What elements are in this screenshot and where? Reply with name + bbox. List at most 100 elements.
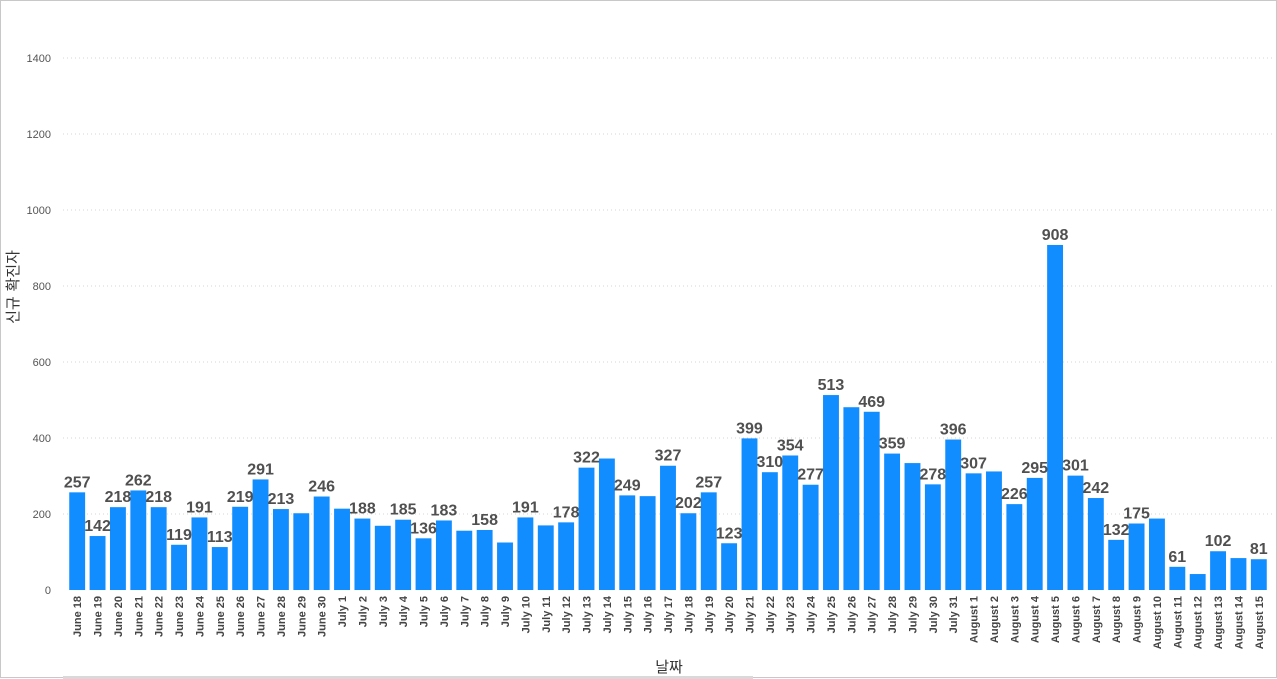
bar[interactable] (252, 479, 269, 590)
bar[interactable] (1067, 475, 1084, 590)
bar[interactable] (924, 484, 941, 590)
x-tick-label: July 31 (948, 596, 960, 633)
bar[interactable] (782, 455, 799, 590)
bar[interactable] (1250, 559, 1267, 590)
x-tick-label: July 28 (887, 596, 899, 633)
bar[interactable] (1210, 551, 1227, 590)
data-label: 257 (64, 474, 91, 491)
x-tick-label: August 11 (1172, 596, 1184, 649)
bar[interactable] (191, 517, 208, 590)
data-label: 295 (1021, 460, 1048, 477)
bar[interactable] (1006, 504, 1023, 590)
data-label: 219 (227, 489, 254, 506)
bar[interactable] (171, 544, 187, 590)
data-label: 396 (940, 422, 967, 439)
data-label: 359 (879, 436, 906, 453)
bar[interactable] (1169, 566, 1186, 590)
bar[interactable] (1108, 539, 1125, 590)
x-tick-label: July 21 (744, 596, 756, 633)
bar[interactable] (863, 411, 880, 590)
bars (69, 244, 1267, 591)
y-tick-label: 600 (33, 357, 51, 369)
bar[interactable] (639, 496, 656, 590)
data-label: 327 (655, 448, 682, 465)
x-tick-label: August 10 (1152, 596, 1164, 649)
bar[interactable] (313, 496, 330, 590)
data-label: 136 (410, 520, 437, 537)
bar[interactable] (700, 492, 717, 590)
y-axis-title: 신규 확진자 (4, 250, 22, 324)
bar[interactable] (109, 507, 126, 590)
x-tick-label: June 19 (93, 596, 105, 637)
bar[interactable] (598, 458, 615, 590)
bar[interactable] (354, 518, 371, 590)
bar[interactable] (89, 536, 106, 590)
data-label: 469 (858, 394, 885, 411)
bar[interactable] (374, 525, 391, 590)
bar[interactable] (1047, 244, 1064, 590)
bar[interactable] (721, 543, 738, 590)
x-tick-label: July 13 (582, 596, 594, 633)
bar[interactable] (843, 407, 860, 590)
x-tick-label: July 7 (459, 596, 471, 627)
x-tick-label: June 24 (194, 595, 206, 637)
bar[interactable] (965, 473, 982, 590)
bar[interactable] (660, 465, 676, 590)
bar[interactable] (415, 538, 432, 590)
bar[interactable] (986, 471, 1002, 590)
bar[interactable] (395, 519, 412, 590)
bar[interactable] (578, 467, 595, 590)
x-tick-label: June 25 (215, 596, 227, 637)
y-tick-label: 0 (45, 585, 51, 597)
x-tick-label: August 15 (1254, 596, 1266, 649)
bar[interactable] (1189, 574, 1206, 590)
bar[interactable] (476, 529, 493, 590)
bar[interactable] (945, 439, 962, 590)
x-tick-label: June 21 (133, 596, 145, 637)
bar[interactable] (741, 438, 758, 590)
bar[interactable] (904, 463, 921, 590)
bar[interactable] (537, 525, 554, 590)
data-label: 191 (512, 499, 539, 516)
bar[interactable] (334, 508, 350, 590)
bar[interactable] (1230, 558, 1247, 590)
data-label: 908 (1042, 227, 1069, 244)
bar[interactable] (150, 507, 167, 590)
x-tick-label: August 7 (1091, 596, 1103, 643)
bar[interactable] (232, 506, 249, 590)
x-tick-label: June 30 (317, 596, 329, 637)
bar[interactable] (1149, 518, 1165, 590)
x-tick-label: July 15 (622, 596, 634, 633)
bar[interactable] (497, 542, 513, 591)
bar[interactable] (558, 522, 575, 590)
bar[interactable] (680, 513, 697, 590)
x-tick-label: July 22 (765, 596, 777, 633)
y-tick-label: 1400 (27, 53, 51, 65)
bar[interactable] (761, 472, 778, 590)
bar[interactable] (1087, 498, 1104, 590)
x-tick-label: July 16 (643, 596, 655, 633)
bar[interactable] (130, 490, 147, 590)
bar[interactable] (802, 484, 819, 590)
bar[interactable] (1128, 523, 1145, 591)
x-tick-label: June 23 (174, 596, 186, 637)
bar[interactable] (293, 513, 310, 590)
bar[interactable] (823, 395, 839, 590)
bar[interactable] (1026, 477, 1043, 590)
bar[interactable] (456, 530, 473, 590)
bar[interactable] (272, 509, 289, 590)
x-tick-label: June 20 (113, 596, 125, 637)
data-label: 202 (675, 495, 702, 512)
data-label: 123 (716, 525, 743, 542)
bar[interactable] (619, 495, 636, 590)
data-label: 183 (431, 502, 458, 519)
x-tick-label: August 4 (1030, 595, 1042, 643)
bar[interactable] (211, 547, 228, 590)
bar[interactable] (884, 453, 901, 590)
bar[interactable] (69, 492, 86, 590)
x-tick-label: August 3 (1009, 596, 1021, 643)
bar[interactable] (435, 520, 452, 590)
bar[interactable] (517, 517, 534, 590)
